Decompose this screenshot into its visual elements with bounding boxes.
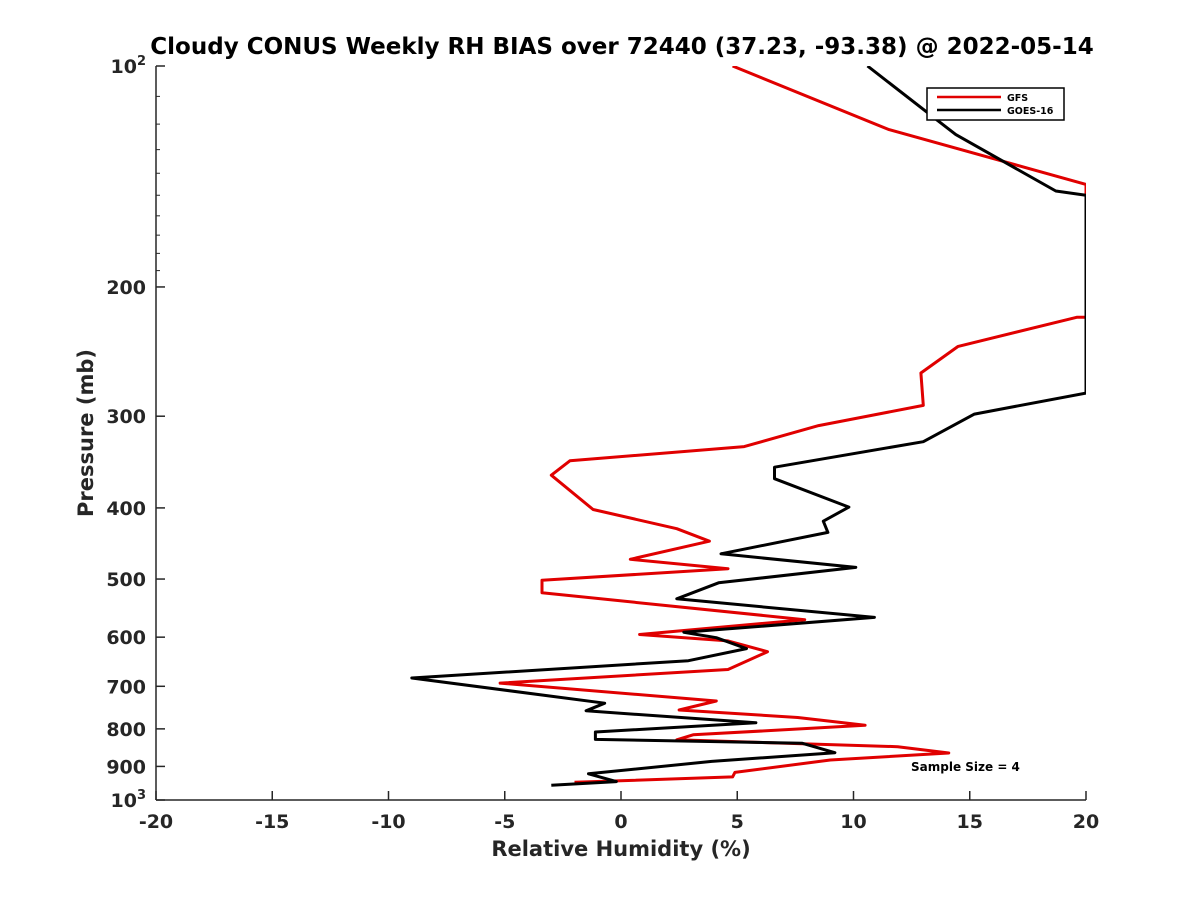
y-tick-label: 700: [106, 676, 146, 698]
x-tick-label: 0: [614, 811, 627, 833]
legend-box: [926, 87, 1065, 121]
sample-size-annotation: Sample Size = 4: [911, 760, 1020, 774]
x-axis-label: Relative Humidity (%): [491, 837, 750, 861]
y-tick-label: 200: [106, 277, 146, 299]
x-tick-label: 15: [957, 811, 983, 833]
x-tick-label: -20: [139, 811, 173, 833]
y-tick-label: 400: [106, 498, 146, 520]
y-tick-label: 900: [106, 756, 146, 778]
x-tick-label: -10: [371, 811, 405, 833]
legend-label-goes-16: GOES-16: [1007, 106, 1054, 117]
y-axis-label: Pressure (mb): [74, 349, 98, 517]
y-tick-label: 300: [106, 406, 146, 428]
y-tick-label: 103: [111, 788, 147, 812]
legend-label-gfs: GFS: [1007, 93, 1028, 104]
axes: -20 -15 -10 -5 0 5 10 15 20 102 200 300 400 500 600 700…: [106, 54, 1099, 833]
y-tick-label: 500: [106, 569, 146, 591]
x-tick-label: -15: [255, 811, 289, 833]
x-tick-label: 10: [840, 811, 866, 833]
chart-title: Cloudy CONUS Weekly RH BIAS over 72440 (…: [150, 34, 1093, 60]
x-tick-label: 5: [731, 811, 744, 833]
x-tick-label: -5: [494, 811, 515, 833]
series-line-gfs: [498, 66, 1086, 784]
y-tick-label: 600: [106, 627, 146, 649]
x-tick-label: 20: [1073, 811, 1099, 833]
series-layer: [410, 66, 1086, 787]
y-tick-label: 102: [111, 54, 147, 78]
y-tick-label: 800: [106, 719, 146, 741]
legend: GFS GOES-16: [926, 87, 1065, 121]
series-line-goes-16: [410, 66, 1086, 787]
